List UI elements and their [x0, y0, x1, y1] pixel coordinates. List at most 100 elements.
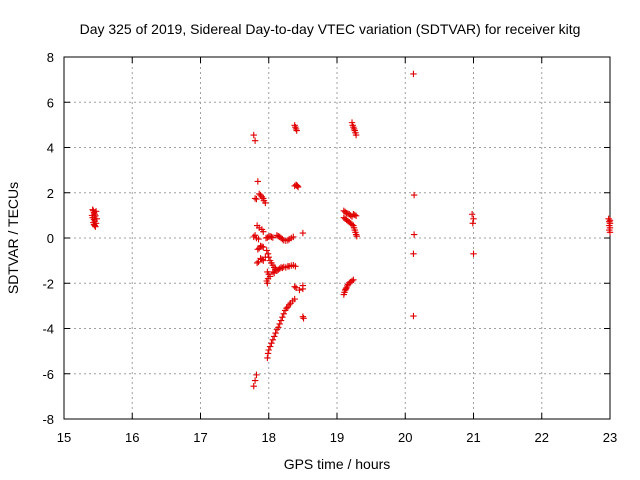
data-point-marker: [291, 283, 298, 290]
data-point-marker: [470, 215, 477, 222]
data-point-marker: [250, 382, 257, 390]
data-point-marker: [606, 229, 614, 236]
data-point-marker: [352, 212, 360, 220]
data-point-marker: [410, 250, 417, 258]
data-point-marker: [89, 206, 96, 213]
data-point-marker: [264, 234, 271, 241]
data-point-marker: [251, 195, 259, 202]
data-point-marker: [277, 317, 285, 324]
data-point-marker: [268, 340, 275, 347]
data-point-marker: [284, 303, 292, 311]
data-point-marker: [260, 257, 267, 264]
data-point-marker: [299, 313, 307, 320]
data-point-marker: [271, 269, 278, 277]
data-point-marker: [269, 268, 277, 276]
x-tick-label: 15: [57, 430, 71, 445]
data-point-marker: [351, 211, 358, 219]
x-tick-label: 17: [193, 430, 207, 445]
data-point-marker: [353, 232, 360, 240]
data-point-marker: [348, 221, 356, 228]
y-tick-label: 8: [47, 50, 54, 65]
data-point-marker: [268, 233, 275, 241]
data-point-marker: [255, 190, 263, 198]
data-point-marker: [276, 265, 283, 272]
data-point-marker: [254, 178, 262, 185]
data-point-marker: [253, 259, 261, 267]
data-point-marker: [281, 307, 289, 314]
data-point-marker: [348, 119, 356, 126]
data-point-marker: [92, 208, 100, 215]
data-point-marker: [264, 350, 272, 357]
y-tick-label: 0: [47, 231, 54, 246]
data-point-marker: [294, 183, 302, 191]
data-point-marker: [300, 315, 307, 322]
data-point-marker: [468, 211, 476, 218]
data-point-marker: [265, 346, 272, 354]
data-point-marker: [253, 371, 260, 379]
data-point-marker: [92, 223, 99, 230]
data-point-marker: [260, 228, 267, 235]
data-points: [88, 70, 614, 390]
data-point-marker: [269, 234, 277, 241]
x-axis-title: GPS time / hours: [284, 456, 391, 472]
data-point-marker: [254, 246, 262, 253]
x-tick-label: 23: [603, 430, 617, 445]
x-tick-label: 18: [262, 430, 276, 445]
data-point-marker: [266, 343, 274, 350]
data-point-marker: [262, 199, 269, 207]
y-tick-label: -4: [42, 322, 54, 337]
data-point-marker: [342, 285, 350, 293]
data-point-marker: [279, 313, 286, 321]
data-point-marker: [269, 336, 277, 344]
data-point-marker: [258, 256, 266, 263]
y-tick-label: 6: [47, 95, 54, 110]
data-point-marker: [273, 326, 281, 333]
data-point-marker: [410, 231, 418, 238]
chart-title: Day 325 of 2019, Sidereal Day-to-day VTE…: [80, 21, 581, 37]
x-tick-label: 20: [398, 430, 412, 445]
data-point-marker: [263, 247, 270, 254]
data-point-marker: [299, 229, 307, 237]
x-tick-label: 21: [466, 430, 480, 445]
data-point-marker: [279, 235, 286, 243]
data-point-marker: [271, 333, 278, 340]
data-point-marker: [299, 285, 307, 293]
y-tick-label: -6: [42, 367, 54, 382]
y-tick-label: -8: [42, 412, 54, 427]
data-point-marker: [293, 127, 300, 134]
data-point-marker: [92, 220, 100, 227]
data-point-marker: [264, 280, 271, 287]
data-point-marker: [290, 233, 297, 241]
axis-ticks: [63, 56, 611, 420]
x-tick-label: 16: [125, 430, 139, 445]
data-point-marker: [410, 70, 417, 78]
data-point-marker: [93, 215, 100, 222]
y-tick-label: 4: [47, 141, 54, 156]
data-point-marker: [253, 195, 260, 203]
data-point-marker: [264, 354, 271, 362]
x-tick-label: 22: [535, 430, 549, 445]
data-point-marker: [348, 277, 356, 285]
data-point-marker: [280, 310, 287, 317]
y-axis-title: SDTVAR / TECUs: [5, 182, 21, 294]
y-tick-label: -2: [42, 276, 54, 291]
data-point-marker: [276, 320, 283, 328]
data-point-marker: [292, 263, 299, 270]
data-point-marker: [250, 233, 257, 241]
data-point-marker: [255, 244, 263, 252]
data-point-marker: [255, 258, 262, 265]
data-point-marker: [250, 131, 257, 139]
data-point-marker: [266, 232, 274, 240]
data-point-marker: [352, 131, 360, 139]
data-point-marker: [251, 137, 259, 144]
data-point-marker: [251, 377, 259, 384]
data-point-marker: [469, 220, 477, 227]
data-point-marker: [296, 286, 303, 294]
data-point-marker: [410, 191, 418, 199]
data-point-marker: [264, 250, 272, 258]
data-point-marker: [284, 237, 292, 244]
x-tick-labels: 15 16 17 18 19 20 21 22 23: [57, 430, 617, 445]
grid-lines: [64, 57, 610, 419]
data-point-marker: [272, 329, 279, 337]
data-point-marker: [292, 284, 300, 291]
